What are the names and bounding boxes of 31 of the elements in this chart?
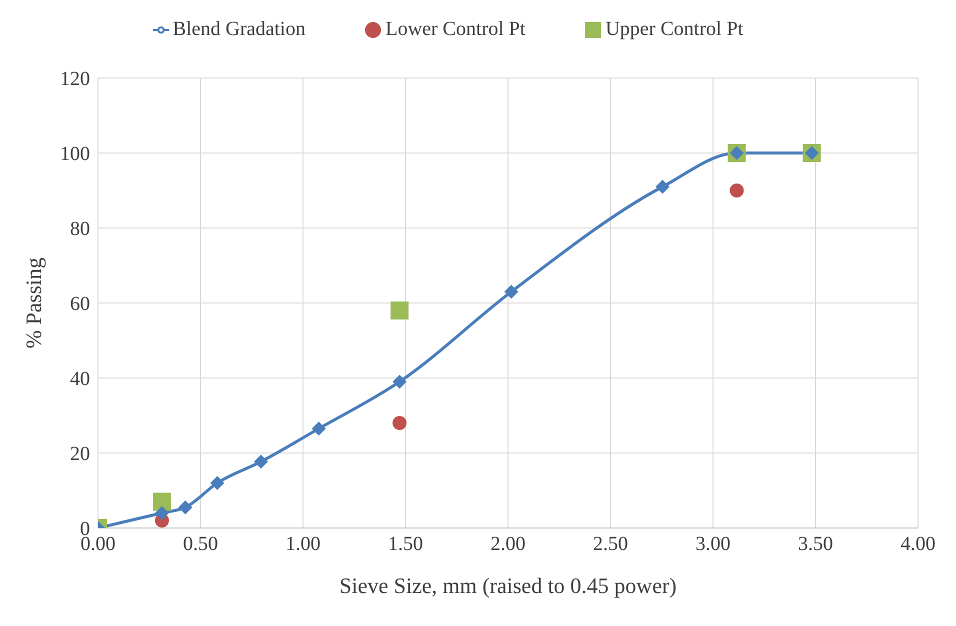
point: [730, 184, 744, 198]
y-tick-label: 120: [60, 68, 90, 90]
point: [656, 180, 670, 194]
point: [390, 302, 409, 320]
point: [504, 284, 518, 299]
x-tick-label: 1.00: [286, 533, 320, 556]
point: [392, 416, 407, 430]
legend-label: Blend Gradation: [172, 18, 306, 40]
point: [210, 476, 224, 490]
legend-label: Lower Control Pt: [385, 18, 526, 40]
x-tick-label: 1.50: [388, 533, 423, 556]
point: [154, 506, 169, 520]
x-axis-title: Sieve Size, mm (raised to 0.45 power): [339, 573, 677, 598]
x-tick-label: 4.00: [900, 533, 936, 556]
y-tick-label: 20: [70, 443, 90, 466]
y-tick-label: 80: [70, 218, 90, 240]
x-tick-label: 0.50: [183, 533, 218, 556]
point: [392, 374, 407, 389]
point: [312, 422, 326, 436]
x-tick-label: 2.00: [490, 533, 526, 556]
y-tick-label: 100: [60, 143, 90, 166]
legend-label: Upper Control Pt: [605, 18, 744, 40]
point: [178, 500, 192, 514]
x-tick-label: 3.50: [798, 533, 833, 556]
x-tick-label: 3.00: [696, 533, 730, 556]
point: [152, 492, 171, 511]
point: [254, 454, 268, 469]
y-tick-label: 40: [70, 368, 90, 390]
y-tick-label: 60: [70, 293, 90, 316]
x-tick-label: 2.50: [593, 533, 628, 556]
y-axis-title: % Passing: [20, 257, 46, 349]
